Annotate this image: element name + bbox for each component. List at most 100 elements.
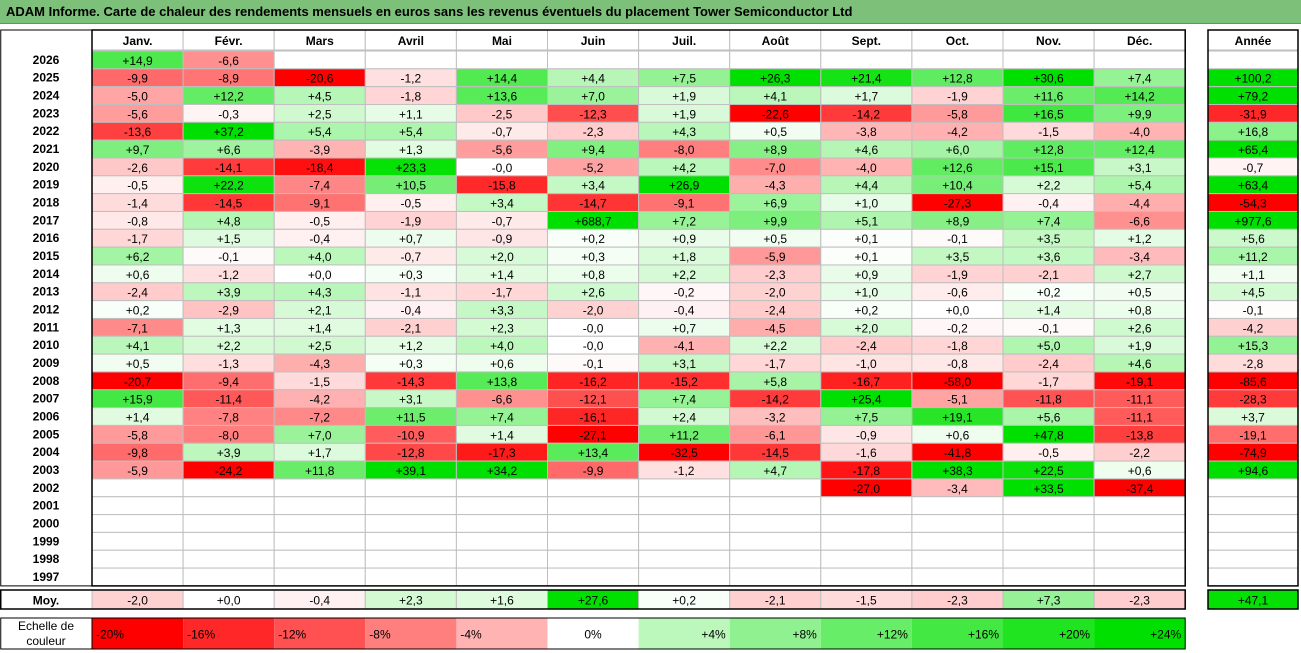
year-label: 2006	[33, 410, 60, 424]
cell-value: -27,3	[944, 197, 972, 211]
cell-value: -14,3	[397, 375, 425, 389]
cell-value: -16,1	[579, 411, 607, 425]
heatmap-cell	[364, 549, 457, 569]
cell-value: -24,2	[215, 464, 243, 478]
cell-value: +3,4	[581, 179, 605, 193]
year-label: 2020	[33, 160, 60, 174]
cell-value: -1,2	[674, 464, 695, 478]
cell-value: -22,6	[762, 107, 790, 121]
cell-value: -9,4	[218, 375, 239, 389]
heatmap-cell	[638, 567, 731, 587]
average-value: -2,3	[1129, 594, 1150, 608]
annual-cell	[1207, 567, 1299, 587]
month-header-label: Févr.	[215, 34, 243, 48]
heatmap-cell	[638, 531, 731, 551]
cell-value: +5,4	[1128, 179, 1152, 193]
cell-value: +0,2	[1037, 286, 1061, 300]
cell-value: +4,3	[672, 125, 696, 139]
heatmap-cell	[638, 50, 731, 70]
cell-value: -5,6	[492, 143, 513, 157]
heatmap-cell	[1002, 496, 1095, 516]
cell-value: -5,9	[765, 250, 786, 264]
heatmap-cell	[91, 514, 184, 533]
cell-value: -0,3	[218, 107, 239, 121]
cell-value: +2,4	[672, 411, 696, 425]
cell-value: +12,4	[1124, 143, 1155, 157]
cell-value: +1,1	[399, 107, 423, 121]
cell-value: +4,0	[490, 339, 514, 353]
cell-value: -11,1	[1126, 393, 1153, 407]
cell-value: +3,9	[217, 446, 241, 460]
annual-cell	[1207, 531, 1299, 551]
cell-value: +5,8	[763, 375, 787, 389]
heatmap-cell	[547, 478, 640, 498]
cell-value: -1,6	[856, 446, 877, 460]
year-label: 2016	[33, 231, 60, 245]
cell-value: +1,4	[490, 268, 514, 282]
cell-value: +0,0	[946, 304, 970, 318]
cell-value: +4,5	[308, 90, 332, 104]
month-header-label: Oct.	[946, 34, 969, 48]
average-value: +0,0	[217, 594, 241, 608]
cell-value: -2,4	[127, 286, 148, 300]
heatmap-cell	[91, 496, 184, 516]
cell-value: -7,2	[309, 411, 330, 425]
cell-value: +12,8	[1033, 143, 1064, 157]
scale-swatch	[547, 618, 639, 649]
average-annual-cell	[1207, 589, 1299, 610]
cell-value: +7,5	[672, 72, 696, 86]
cell-value: +9,9	[1128, 107, 1152, 121]
average-value: +7,3	[1037, 594, 1061, 608]
cell-value: +34,2	[487, 464, 518, 478]
heatmap-cell	[455, 531, 548, 551]
cell-value: +4,2	[672, 161, 696, 175]
cell-value: -9,8	[127, 446, 148, 460]
cell-value: -8,9	[218, 72, 239, 86]
cell-value: +5,6	[1037, 411, 1061, 425]
cell-value: -3,4	[1129, 250, 1150, 264]
cell-value: +1,9	[672, 90, 696, 104]
cell-value: -14,5	[215, 197, 243, 211]
cell-value: +0,3	[399, 268, 423, 282]
cell-value: -2,3	[765, 268, 786, 282]
annual-value: -54,3	[1239, 197, 1267, 211]
year-column-frame	[0, 29, 93, 587]
year-label: 2007	[33, 392, 60, 406]
cell-value: -0,5	[309, 214, 330, 228]
heatmap-cell	[820, 549, 913, 569]
cell-value: -20,6	[306, 72, 334, 86]
cell-value: -0,2	[674, 286, 695, 300]
cell-value: +8,9	[763, 143, 787, 157]
cell-value: -1,8	[947, 339, 968, 353]
scale-swatch-label: +8%	[792, 628, 817, 642]
cell-value: +3,3	[490, 304, 514, 318]
cell-value: +3,4	[490, 197, 514, 211]
cell-value: -7,0	[765, 161, 786, 175]
cell-value: +0,2	[854, 304, 878, 318]
cell-value: +11,8	[305, 464, 335, 478]
heatmap-cell	[273, 514, 366, 533]
heatmap-cell	[273, 549, 366, 569]
cell-value: -4,3	[765, 179, 786, 193]
cell-value: -0,2	[947, 321, 968, 335]
cell-value: +0,2	[126, 304, 150, 318]
cell-value: +12,6	[942, 161, 973, 175]
cell-value: -14,5	[762, 446, 790, 460]
cell-value: +2,2	[672, 268, 696, 282]
cell-value: -0,1	[583, 357, 604, 371]
annual-cell	[1207, 496, 1299, 516]
heatmap-cell	[911, 496, 1004, 516]
cell-value: -14,1	[215, 161, 243, 175]
cell-value: +1,3	[217, 321, 241, 335]
cell-value: -9,9	[127, 72, 148, 86]
heatmap-cell	[547, 514, 640, 533]
cell-value: +2,6	[1128, 321, 1152, 335]
cell-value: -0,5	[127, 179, 148, 193]
cell-value: +1,3	[399, 143, 423, 157]
cell-value: -5,0	[127, 90, 148, 104]
cell-value: +11,6	[1034, 90, 1064, 104]
heatmap-cell	[91, 567, 184, 587]
cell-value: +0,6	[946, 428, 970, 442]
average-value: +0,2	[672, 594, 696, 608]
scale-swatch	[365, 618, 457, 649]
